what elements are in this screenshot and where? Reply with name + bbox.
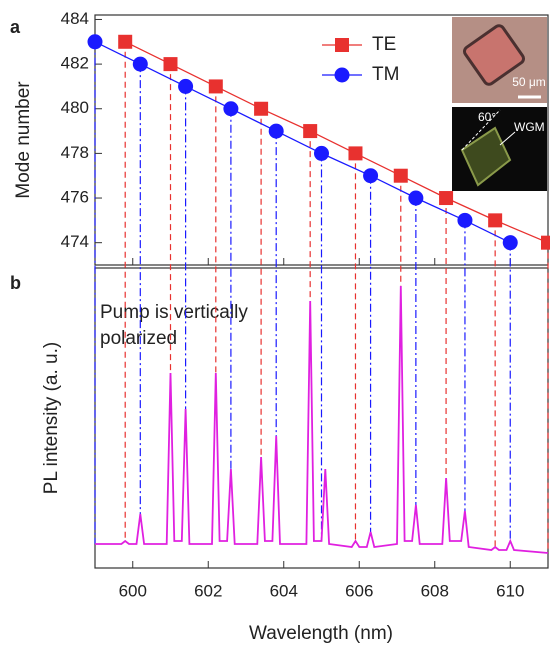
marker: [254, 101, 269, 116]
marker: [408, 190, 424, 206]
annotation: Pump is vertically: [100, 302, 248, 323]
x-axis-label: Wavelength (nm): [249, 623, 393, 644]
legend-label: TE: [372, 34, 396, 55]
y-tick-label: 478: [61, 143, 89, 162]
marker: [439, 191, 454, 206]
marker: [393, 168, 408, 183]
marker: [348, 146, 363, 161]
marker: [223, 101, 239, 117]
x-tick-label: 606: [345, 581, 373, 600]
y-tick-label: 482: [61, 54, 89, 73]
marker: [178, 78, 194, 94]
y-axis-label: Mode number: [13, 81, 34, 199]
marker: [488, 213, 503, 228]
inset-photo: 60° WGM: [452, 107, 547, 191]
legend-label: TM: [372, 64, 399, 85]
panel-label: a: [10, 17, 21, 37]
marker: [163, 57, 178, 72]
marker: [457, 212, 473, 228]
series-line: [95, 285, 549, 554]
scale-label: 50 μm: [512, 75, 546, 89]
y-axis-label: PL intensity (a. u.): [41, 342, 62, 494]
y-tick-label: 484: [61, 9, 89, 28]
marker: [132, 56, 148, 72]
x-tick-label: 604: [270, 581, 298, 600]
angle-label: 60°: [478, 110, 496, 124]
series-line: [124, 41, 549, 244]
x-tick-label: 608: [421, 581, 449, 600]
annotation: polarized: [100, 328, 177, 349]
x-tick-label: 600: [119, 581, 147, 600]
marker: [541, 235, 550, 250]
marker: [303, 124, 318, 139]
y-tick-label: 474: [61, 232, 89, 251]
inset-photo: 50 μm: [452, 17, 547, 103]
marker: [87, 34, 103, 50]
panel-label: b: [10, 273, 21, 293]
marker: [314, 145, 329, 161]
legend-marker: [335, 38, 349, 52]
y-tick-label: 476: [61, 188, 89, 207]
x-tick-label: 610: [496, 581, 524, 600]
marker: [208, 79, 223, 94]
marker: [118, 34, 133, 49]
legend-marker: [334, 67, 350, 83]
series-line: [94, 41, 511, 244]
marker: [502, 235, 518, 251]
marker: [363, 168, 379, 184]
marker: [268, 123, 284, 139]
wgm-label: WGM: [514, 120, 545, 134]
y-tick-label: 480: [61, 98, 89, 117]
x-tick-label: 602: [194, 581, 222, 600]
